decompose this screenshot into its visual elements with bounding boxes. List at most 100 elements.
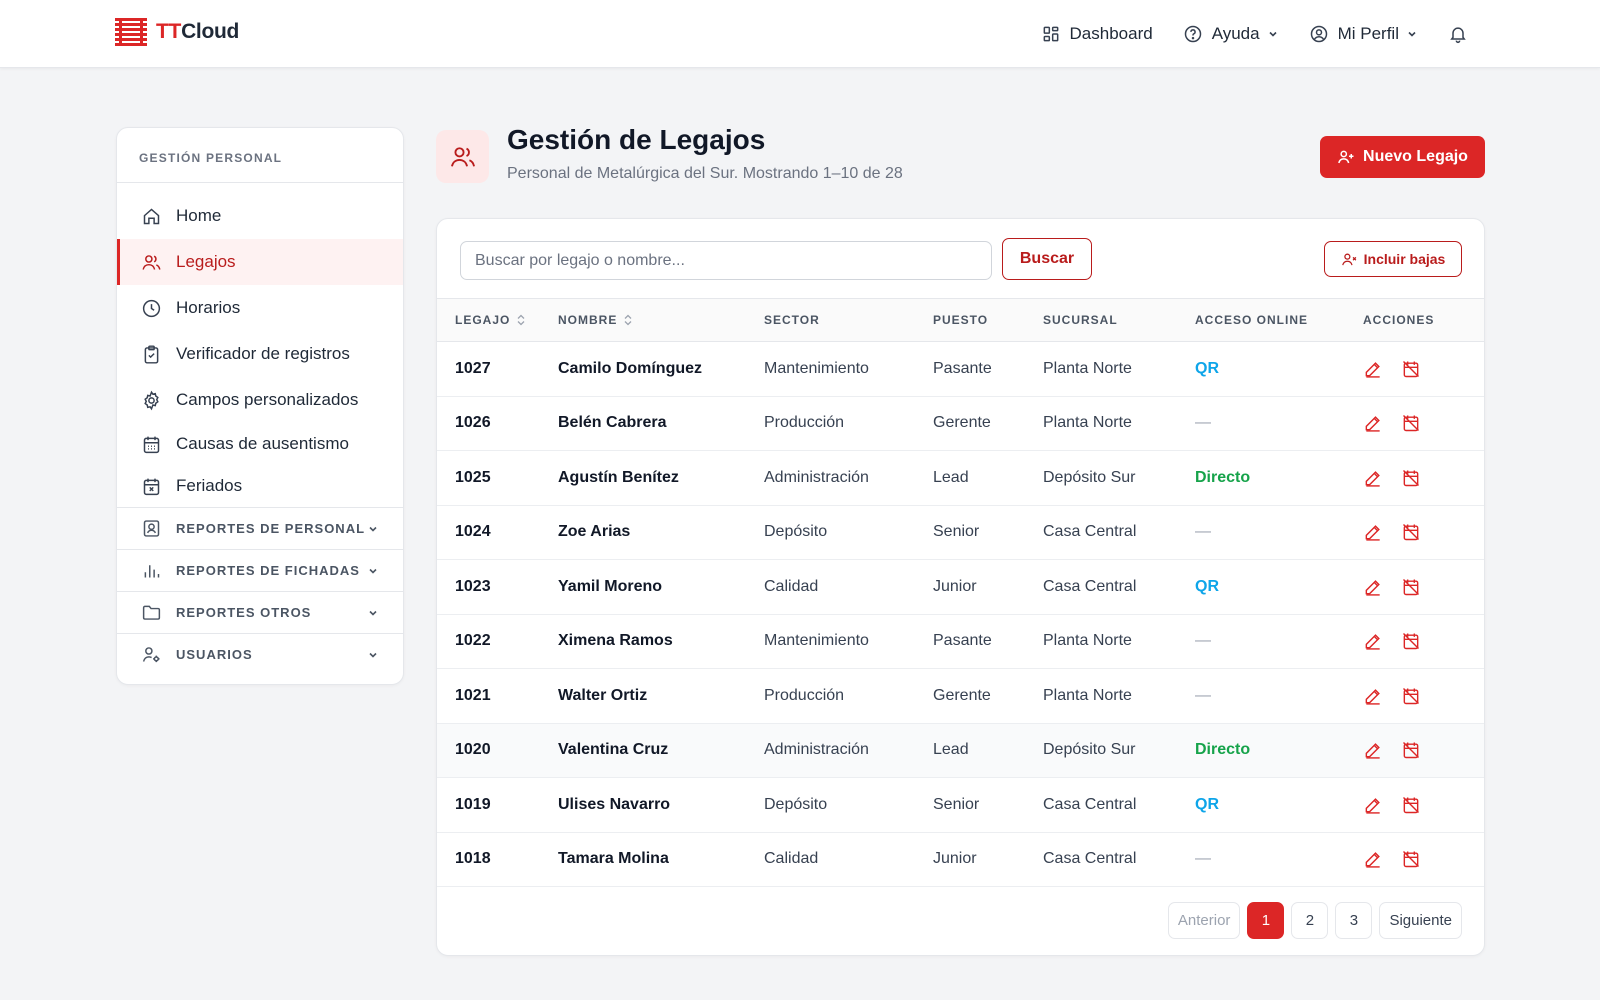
calendar-off-icon[interactable]	[1401, 849, 1421, 869]
bell-icon	[1450, 27, 1466, 44]
users-icon	[142, 254, 161, 270]
table-row[interactable]: 1020 Valentina Cruz Administración Lead Depó…	[437, 723, 1484, 778]
calendar-off-icon[interactable]	[1401, 686, 1421, 706]
cell-acceso: —	[1195, 523, 1211, 541]
col-nombre-label: NOMBRE	[558, 313, 618, 327]
page-3-button[interactable]: 3	[1335, 902, 1373, 939]
legajos-table: LEGAJO NOMBRE SECTOR PUESTO SUCURSAL ACC…	[437, 298, 1484, 887]
table-row[interactable]: 1018 Tamara Molina Calidad Junior Casa Centr…	[437, 832, 1484, 887]
chevron-down-icon	[1408, 31, 1416, 37]
sidebar-group-reportes-personal[interactable]: REPORTES DE PERSONAL	[117, 507, 403, 549]
search-input[interactable]	[460, 241, 992, 280]
table-row[interactable]: 1019 Ulises Navarro Depósito Senior Casa Cen…	[437, 778, 1484, 833]
nav-dashboard[interactable]: Dashboard	[1041, 24, 1153, 44]
cell-puesto: Gerente	[933, 414, 991, 432]
brand-suffix: Cloud	[181, 20, 240, 43]
cell-nombre: Ximena Ramos	[558, 632, 673, 650]
sidebar-item-horarios[interactable]: Horarios	[117, 285, 403, 331]
clipboard-check-icon	[144, 344, 159, 364]
top-nav: Dashboard Ayuda Mi Perfil	[1041, 0, 1468, 68]
calendar-off-icon[interactable]	[1401, 740, 1421, 760]
table-row[interactable]: 1022 Ximena Ramos Mantenimiento Pasante Plan…	[437, 614, 1484, 669]
table-row[interactable]: 1025 Agustín Benítez Administración Lead Dep…	[437, 451, 1484, 506]
sort-icon	[624, 314, 632, 326]
calendar-off-icon[interactable]	[1401, 359, 1421, 379]
gear-icon	[144, 390, 159, 410]
sidebar-group-reportes-otros[interactable]: REPORTES OTROS	[117, 591, 403, 633]
calendar-icon	[143, 436, 160, 453]
help-icon	[1184, 25, 1201, 43]
sidebar-item-label: Horarios	[176, 298, 241, 317]
sidebar-item-legajos[interactable]: Legajos	[117, 239, 403, 285]
edit-icon[interactable]	[1363, 795, 1383, 815]
row-actions	[1363, 359, 1484, 379]
cell-acciones	[1363, 778, 1484, 833]
cell-acceso: QR	[1195, 795, 1219, 813]
cell-acciones	[1363, 723, 1484, 778]
cell-sector: Producción	[764, 686, 845, 704]
cell-puesto: Pasante	[933, 632, 992, 650]
notifications-button[interactable]	[1448, 24, 1468, 44]
cell-nombre: Camilo Domínguez	[558, 359, 703, 377]
edit-icon[interactable]	[1363, 522, 1383, 542]
new-legajo-button[interactable]: Nuevo Legajo	[1320, 136, 1485, 178]
cell-legajo: 1026	[455, 414, 491, 432]
edit-icon[interactable]	[1363, 740, 1383, 760]
table-row[interactable]: 1024 Zoe Arias Depósito Senior Casa Central —	[437, 505, 1484, 560]
logo-mark-icon	[115, 18, 147, 46]
table-row[interactable]: 1023 Yamil Moreno Calidad Junior Casa Centra…	[437, 560, 1484, 614]
cell-nombre: Agustín Benítez	[558, 468, 679, 486]
edit-icon[interactable]	[1363, 413, 1383, 433]
page-1-button[interactable]: 1	[1247, 902, 1285, 939]
prev-page-button[interactable]: Anterior	[1167, 902, 1241, 939]
sidebar-item-home[interactable]: Home	[117, 193, 403, 239]
users-icon	[450, 146, 475, 167]
sidebar-group-usuarios[interactable]: USUARIOS	[117, 633, 403, 675]
cell-nombre: Walter Ortiz	[558, 686, 648, 704]
search-button[interactable]: Buscar	[1002, 238, 1092, 280]
edit-icon[interactable]	[1363, 468, 1383, 488]
sidebar-item-campos[interactable]: Campos personalizados	[117, 377, 403, 423]
page-2-button[interactable]: 2	[1291, 902, 1329, 939]
brand-logo[interactable]: TTCloud	[115, 18, 239, 46]
col-acceso: ACCESO ONLINE	[1195, 313, 1309, 327]
cell-acciones	[1363, 451, 1484, 506]
calendar-off-icon[interactable]	[1401, 522, 1421, 542]
edit-icon[interactable]	[1363, 577, 1383, 597]
calendar-off-icon[interactable]	[1401, 577, 1421, 597]
calendar-off-icon[interactable]	[1401, 631, 1421, 651]
edit-icon[interactable]	[1363, 849, 1383, 869]
include-bajas-button[interactable]: Incluir bajas	[1324, 241, 1462, 277]
table-row[interactable]: 1026 Belén Cabrera Producción Gerente Planta…	[437, 396, 1484, 451]
cell-sucursal: Planta Norte	[1043, 686, 1132, 704]
edit-icon[interactable]	[1363, 686, 1383, 706]
table-row[interactable]: 1021 Walter Ortiz Producción Gerente Planta …	[437, 669, 1484, 723]
user-plus-icon	[1338, 150, 1354, 164]
calendar-off-icon[interactable]	[1401, 468, 1421, 488]
calendar-off-icon[interactable]	[1401, 795, 1421, 815]
top-bar: TTCloud Dashboard Ayuda Mi Perfil	[0, 0, 1600, 68]
edit-icon[interactable]	[1363, 631, 1383, 651]
sidebar-item-feriados[interactable]: Feriados	[117, 465, 403, 507]
col-acciones: ACCIONES	[1363, 313, 1435, 327]
cell-sector: Calidad	[764, 577, 819, 595]
cell-sucursal: Casa Central	[1043, 577, 1137, 595]
sidebar-header: GESTIÓN PERSONAL	[117, 128, 403, 183]
next-page-button[interactable]: Siguiente	[1379, 902, 1462, 939]
nav-help[interactable]: Ayuda	[1183, 24, 1279, 44]
edit-icon[interactable]	[1363, 359, 1383, 379]
nav-profile[interactable]: Mi Perfil	[1309, 24, 1418, 44]
col-nombre[interactable]: NOMBRE	[558, 299, 764, 342]
cell-legajo: 1025	[455, 468, 491, 486]
sidebar-item-causas[interactable]: Causas de ausentismo	[117, 423, 403, 465]
col-legajo[interactable]: LEGAJO	[437, 299, 558, 342]
cell-legajo: 1021	[455, 686, 491, 704]
row-actions	[1363, 468, 1484, 488]
cell-legajo: 1018	[455, 850, 491, 868]
sidebar-item-verificador[interactable]: Verificador de registros	[117, 331, 403, 377]
cell-sector: Mantenimiento	[764, 632, 869, 650]
table-row[interactable]: 1027 Camilo Domínguez Mantenimiento Pasante…	[437, 342, 1484, 396]
sidebar-group-reportes-fichadas[interactable]: REPORTES DE FICHADAS	[117, 549, 403, 591]
calendar-off-icon[interactable]	[1401, 413, 1421, 433]
page-icon-box	[436, 130, 489, 183]
